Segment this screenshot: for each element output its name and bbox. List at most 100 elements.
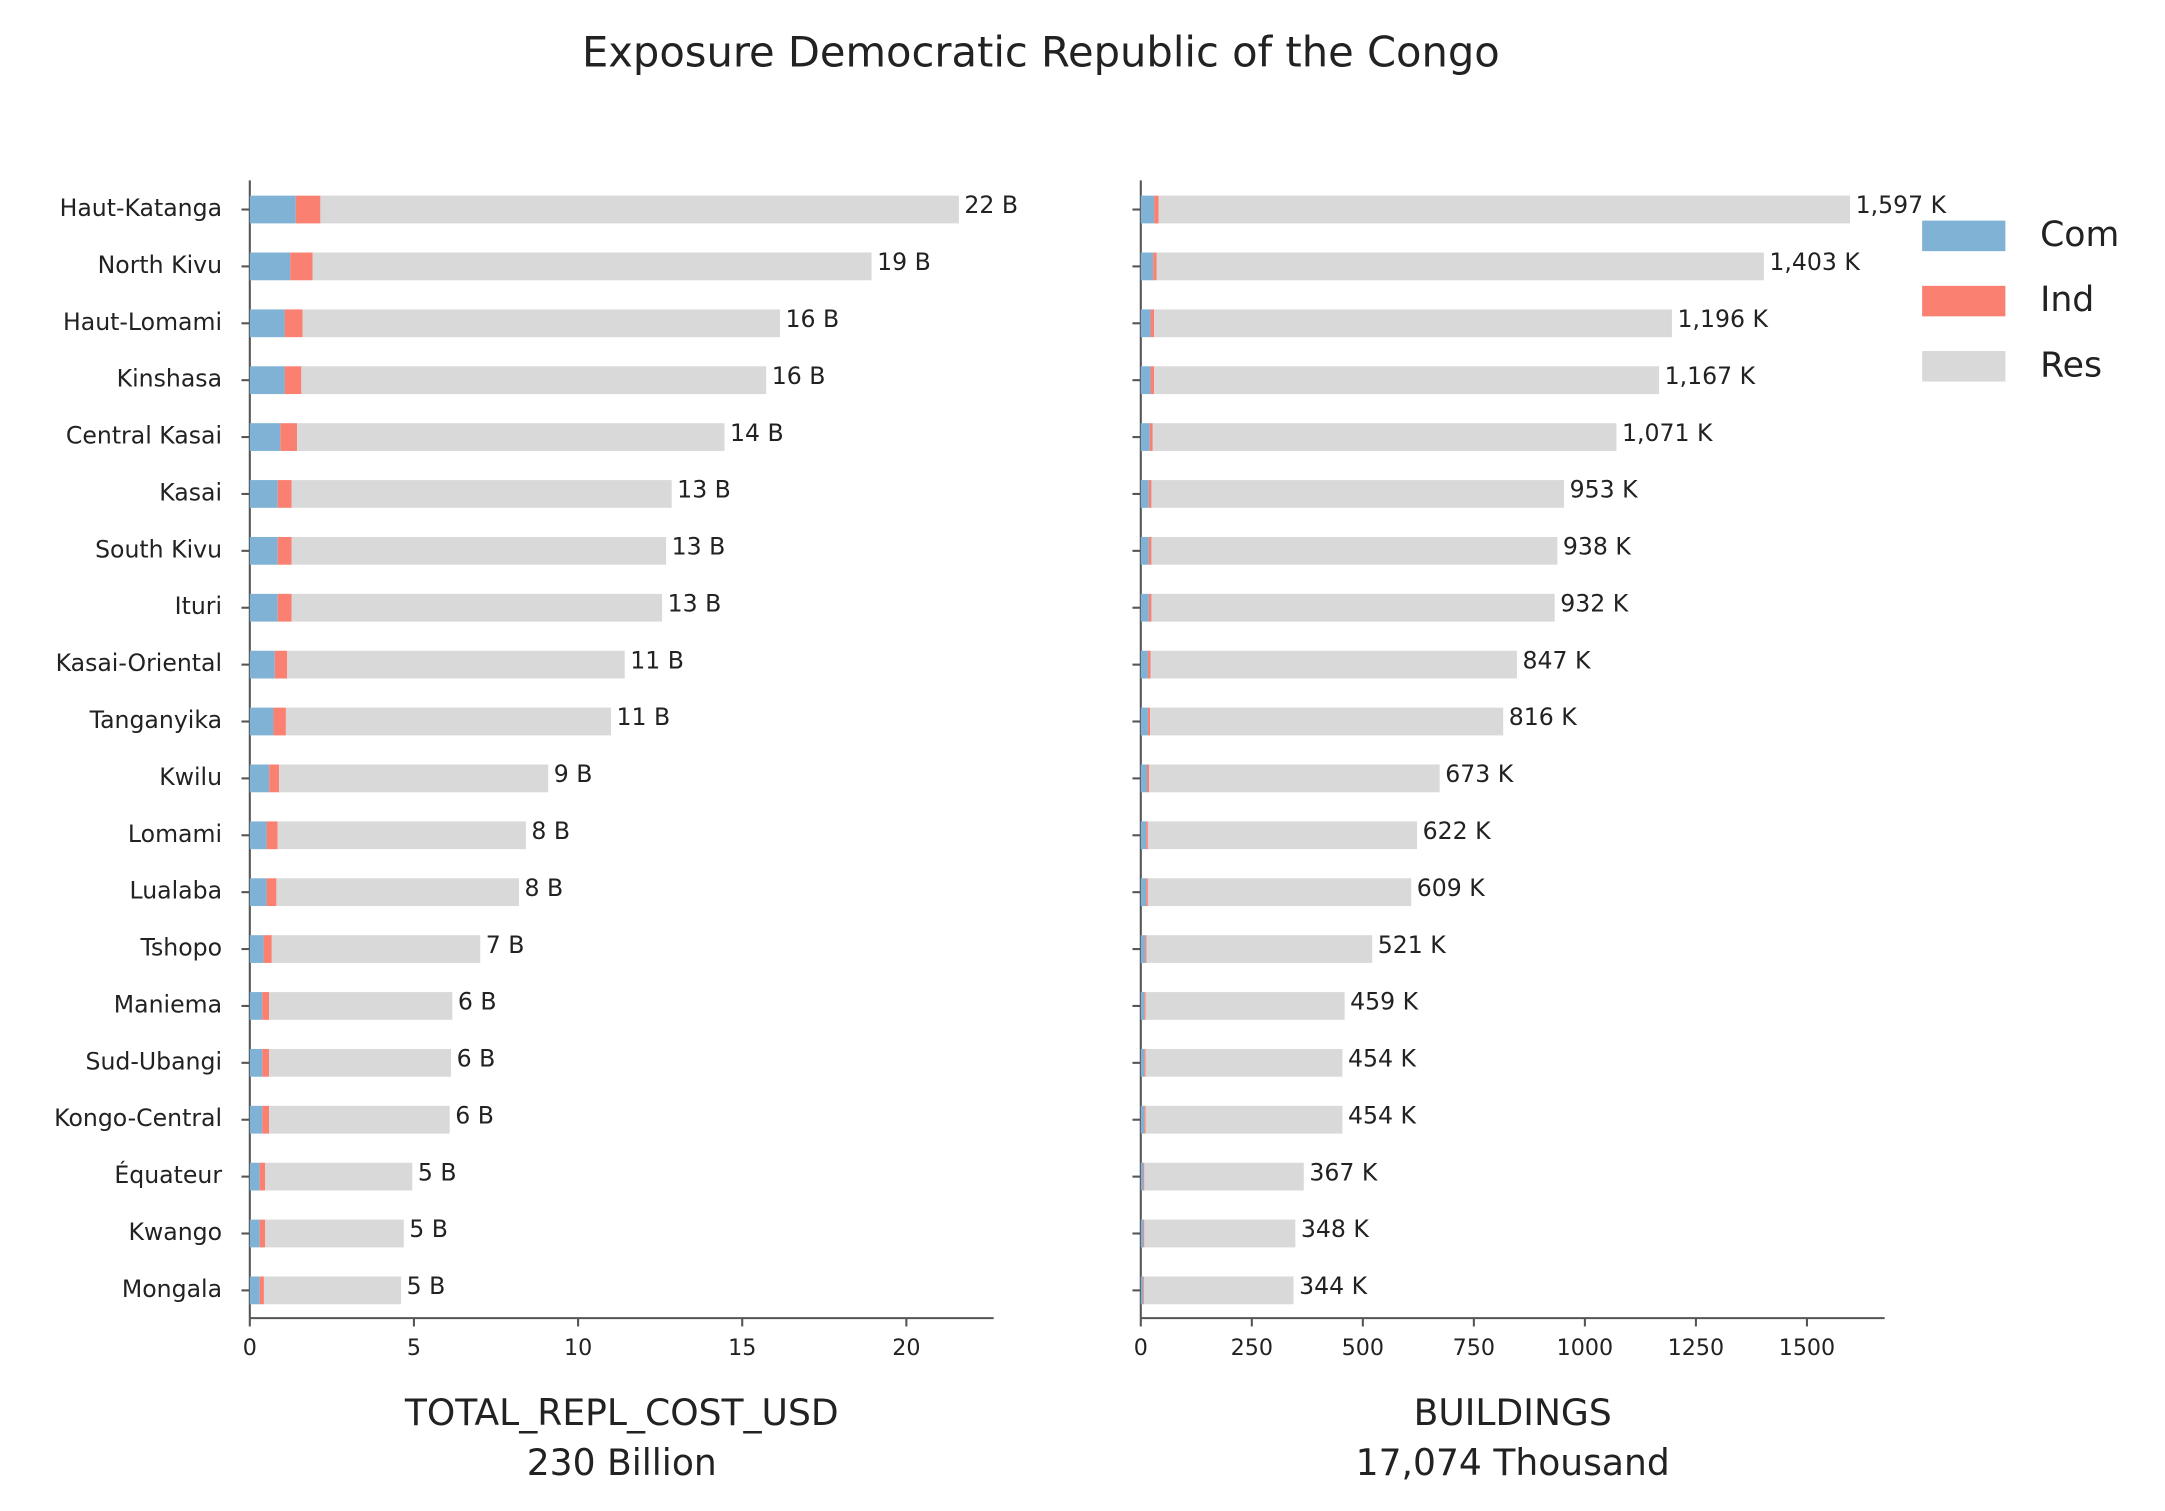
value-label: 13 B [677,476,731,504]
bar-segment [249,309,285,338]
bar-segment [262,1105,270,1134]
bar-segment [269,764,280,793]
value-label: 673 K [1445,760,1514,788]
bar-segment [1153,252,1157,281]
value-label: 847 K [1522,646,1591,674]
y-tick-label: Central Kasai [66,422,222,450]
bar-segment [249,1276,260,1305]
legend-label: Ind [2040,280,2094,320]
value-label: 459 K [1350,988,1419,1016]
bar-segment [301,366,767,395]
y-tick-label: Haut-Lomami [63,308,222,336]
bar-segment [1150,707,1504,736]
bar-segment [1156,252,1764,281]
bar-segment [249,593,278,622]
bar-segment [1150,650,1517,679]
value-label: 367 K [1309,1158,1378,1186]
bar-segment [249,707,274,736]
bar-segment [259,1276,264,1305]
bar-segment [1140,252,1154,281]
bar-segment [291,536,667,565]
bar-segment [1151,536,1558,565]
bar-segment [249,1048,263,1077]
bar-segment [1144,1162,1304,1191]
bar-segment [249,935,264,963]
value-label: 5 B [418,1158,457,1186]
value-label: 932 K [1560,589,1629,617]
x-axis-label: BUILDINGS [1414,1392,1612,1434]
bar-segment [1143,1276,1294,1305]
bar-segment [1149,764,1440,793]
x-tick-label: 1500 [1779,1335,1835,1361]
bar-segment [1154,309,1672,338]
bar-segment [1154,195,1159,224]
bar-segment [249,1219,260,1248]
bar-segment [249,764,270,793]
value-label: 454 K [1348,1045,1417,1073]
bar-segment [1145,1048,1343,1077]
bar-segment [1148,593,1152,622]
y-tick-label: Équateur [114,1161,222,1189]
bar-segment [284,309,303,338]
bar-segment [287,650,625,679]
bar-segment [1140,707,1148,736]
bar-segment [249,650,275,679]
bar-segment [1140,366,1151,395]
value-label: 622 K [1423,817,1492,845]
y-tick-label: South Kivu [95,535,222,563]
value-label: 9 B [554,760,593,788]
bar-segment [1148,536,1152,565]
bar-segment [276,878,519,907]
bar-segment [265,1219,404,1248]
bar-segment [266,821,278,850]
bar-segment [249,878,267,907]
bar-segment [1151,593,1555,622]
bar-segment [291,593,663,622]
y-tick-label: Maniema [114,990,222,1018]
bar-segment [1146,821,1148,850]
bar-segment [273,707,286,736]
y-tick-label: Mongala [122,1275,222,1303]
x-tick-label: 250 [1231,1335,1273,1361]
bar-segment [1144,1219,1296,1248]
bar-segment [269,992,453,1020]
value-label: 7 B [486,931,525,959]
value-label: 8 B [525,874,564,902]
bar-segment [320,195,959,224]
y-tick-label: Kasai [159,478,222,506]
bar-segment [265,1162,413,1191]
bar-segment [1147,764,1150,793]
x-axis-label: 230 Billion [527,1442,717,1484]
bar-segment [1147,707,1151,736]
bar-segment [1140,195,1155,224]
legend-swatch [1922,220,2006,252]
bar-segment [274,650,288,679]
x-axis-label: TOTAL_REPL_COST_USD [404,1392,839,1434]
bar-segment [1140,309,1151,338]
chart-title: Exposure Democratic Republic of the Cong… [582,28,1500,77]
bar-segment [1147,821,1418,850]
y-tick-label: Kinshasa [117,365,222,393]
value-label: 19 B [877,248,931,276]
bar-segment [249,1162,260,1191]
legend-swatch [1922,351,2006,382]
bar-segment [249,480,278,508]
bar-segment [1145,992,1345,1020]
bar-segment [1140,992,1145,1020]
bar-segment [249,1105,263,1134]
bar-segment [263,935,272,963]
bar-segment [1140,1276,1144,1305]
bar-segment [302,309,780,338]
bar-segment [280,423,298,451]
bar-segment [249,366,285,395]
bar-segment [277,821,526,850]
value-label: 348 K [1301,1215,1370,1243]
value-label: 344 K [1299,1272,1368,1300]
bar-segment [249,423,281,451]
bar-segment [1151,480,1565,508]
value-label: 13 B [672,533,726,561]
bar-segment [1149,423,1153,451]
bar-segment [249,992,263,1020]
y-tick-label: Tanganyika [89,706,222,734]
